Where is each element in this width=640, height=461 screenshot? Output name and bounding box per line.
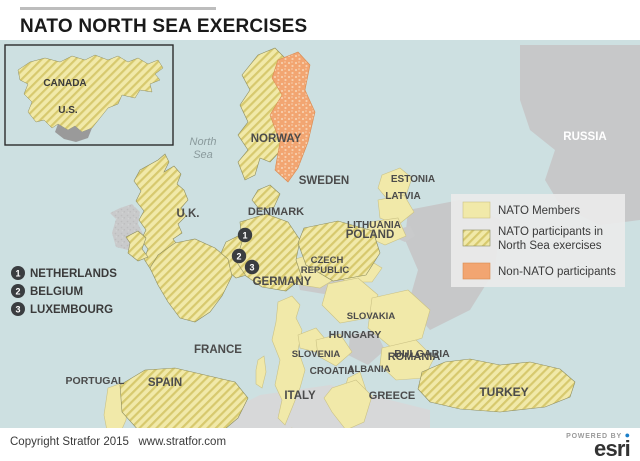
- svg-text:Non-NATO participants: Non-NATO participants: [498, 266, 616, 278]
- svg-text:SLOVENIA: SLOVENIA: [292, 349, 341, 360]
- svg-text:DENMARK: DENMARK: [248, 206, 304, 218]
- svg-text:PORTUGAL: PORTUGAL: [66, 375, 126, 387]
- svg-text:3: 3: [249, 263, 254, 273]
- svg-text:CANADA: CANADA: [43, 78, 86, 89]
- svg-text:LITHUANIA: LITHUANIA: [347, 220, 401, 231]
- svg-text:U.K.: U.K.: [177, 208, 200, 220]
- svg-text:HUNGARY: HUNGARY: [329, 329, 382, 341]
- svg-text:LUXEMBOURG: LUXEMBOURG: [30, 304, 113, 316]
- svg-text:SWEDEN: SWEDEN: [299, 175, 349, 187]
- svg-text:NATO Members: NATO Members: [498, 205, 580, 217]
- svg-text:FRANCE: FRANCE: [194, 344, 242, 356]
- svg-text:RUSSIA: RUSSIA: [563, 131, 606, 143]
- svg-text:SPAIN: SPAIN: [148, 377, 182, 389]
- svg-text:3: 3: [15, 305, 20, 315]
- svg-text:NATO participants in: NATO participants in: [498, 226, 603, 238]
- svg-text:U.S.: U.S.: [58, 105, 78, 116]
- svg-text:Sea: Sea: [193, 149, 213, 161]
- svg-text:2: 2: [236, 252, 241, 262]
- svg-text:LATVIA: LATVIA: [385, 191, 420, 202]
- svg-text:TURKEY: TURKEY: [479, 385, 528, 399]
- svg-text:1: 1: [242, 231, 247, 241]
- svg-text:North Sea exercises: North Sea exercises: [498, 240, 602, 252]
- svg-text:ITALY: ITALY: [284, 390, 316, 402]
- svg-text:GREECE: GREECE: [369, 390, 415, 402]
- svg-text:NORWAY: NORWAY: [251, 133, 302, 145]
- svg-text:SLOVAKIA: SLOVAKIA: [347, 311, 396, 322]
- svg-text:ALBANIA: ALBANIA: [348, 364, 391, 375]
- svg-text:North: North: [190, 136, 217, 148]
- svg-text:REPUBLIC: REPUBLIC: [301, 265, 350, 276]
- svg-text:1: 1: [15, 269, 20, 279]
- svg-text:ESTONIA: ESTONIA: [391, 174, 435, 185]
- svg-text:2: 2: [15, 287, 20, 297]
- svg-text:BELGIUM: BELGIUM: [30, 286, 83, 298]
- svg-text:NETHERLANDS: NETHERLANDS: [30, 268, 117, 280]
- svg-text:GERMANY: GERMANY: [253, 276, 312, 288]
- svg-text:BULGARIA: BULGARIA: [394, 348, 450, 360]
